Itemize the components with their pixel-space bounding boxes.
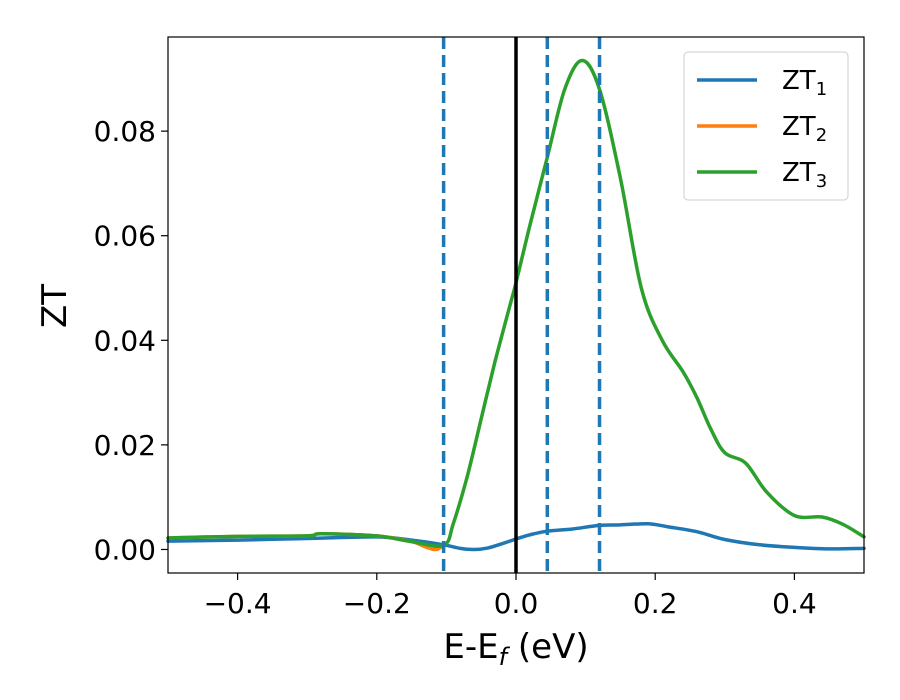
y-axis-title: ZT [35, 284, 75, 328]
x-axis-title-suffix: (eV) [507, 627, 589, 667]
legend-label-zt3: ZT3 [782, 158, 827, 192]
y-tick-label: 0.04 [94, 324, 156, 357]
y-tick-label: 0.08 [94, 115, 156, 148]
x-axis-title-main: E-E [443, 627, 498, 667]
plot-lines [166, 58, 866, 552]
x-axis-title: E-Ef (eV) [443, 627, 588, 671]
legend: ZT1 ZT2 ZT3 [683, 51, 849, 201]
y-tick-label: 0.06 [94, 220, 156, 253]
x-tick-label: 0.0 [494, 587, 539, 620]
y-axis-ticks: 0.00 0.02 0.04 0.06 0.08 [94, 115, 168, 566]
series-line-zt3 [166, 58, 866, 548]
y-tick-label: 0.02 [94, 429, 156, 462]
x-tick-label: −0.4 [204, 587, 272, 620]
reference-lines [441, 37, 602, 573]
legend-label-zt1: ZT1 [782, 66, 827, 100]
x-tick-label: 0.4 [772, 587, 817, 620]
legend-label-zt2: ZT2 [782, 112, 827, 146]
y-tick-label: 0.00 [94, 533, 156, 566]
x-axis-ticks: −0.4 −0.2 0.0 0.2 0.4 [204, 573, 817, 620]
x-tick-label: −0.2 [343, 587, 411, 620]
legend-box [683, 51, 849, 201]
x-tick-label: 0.2 [633, 587, 678, 620]
